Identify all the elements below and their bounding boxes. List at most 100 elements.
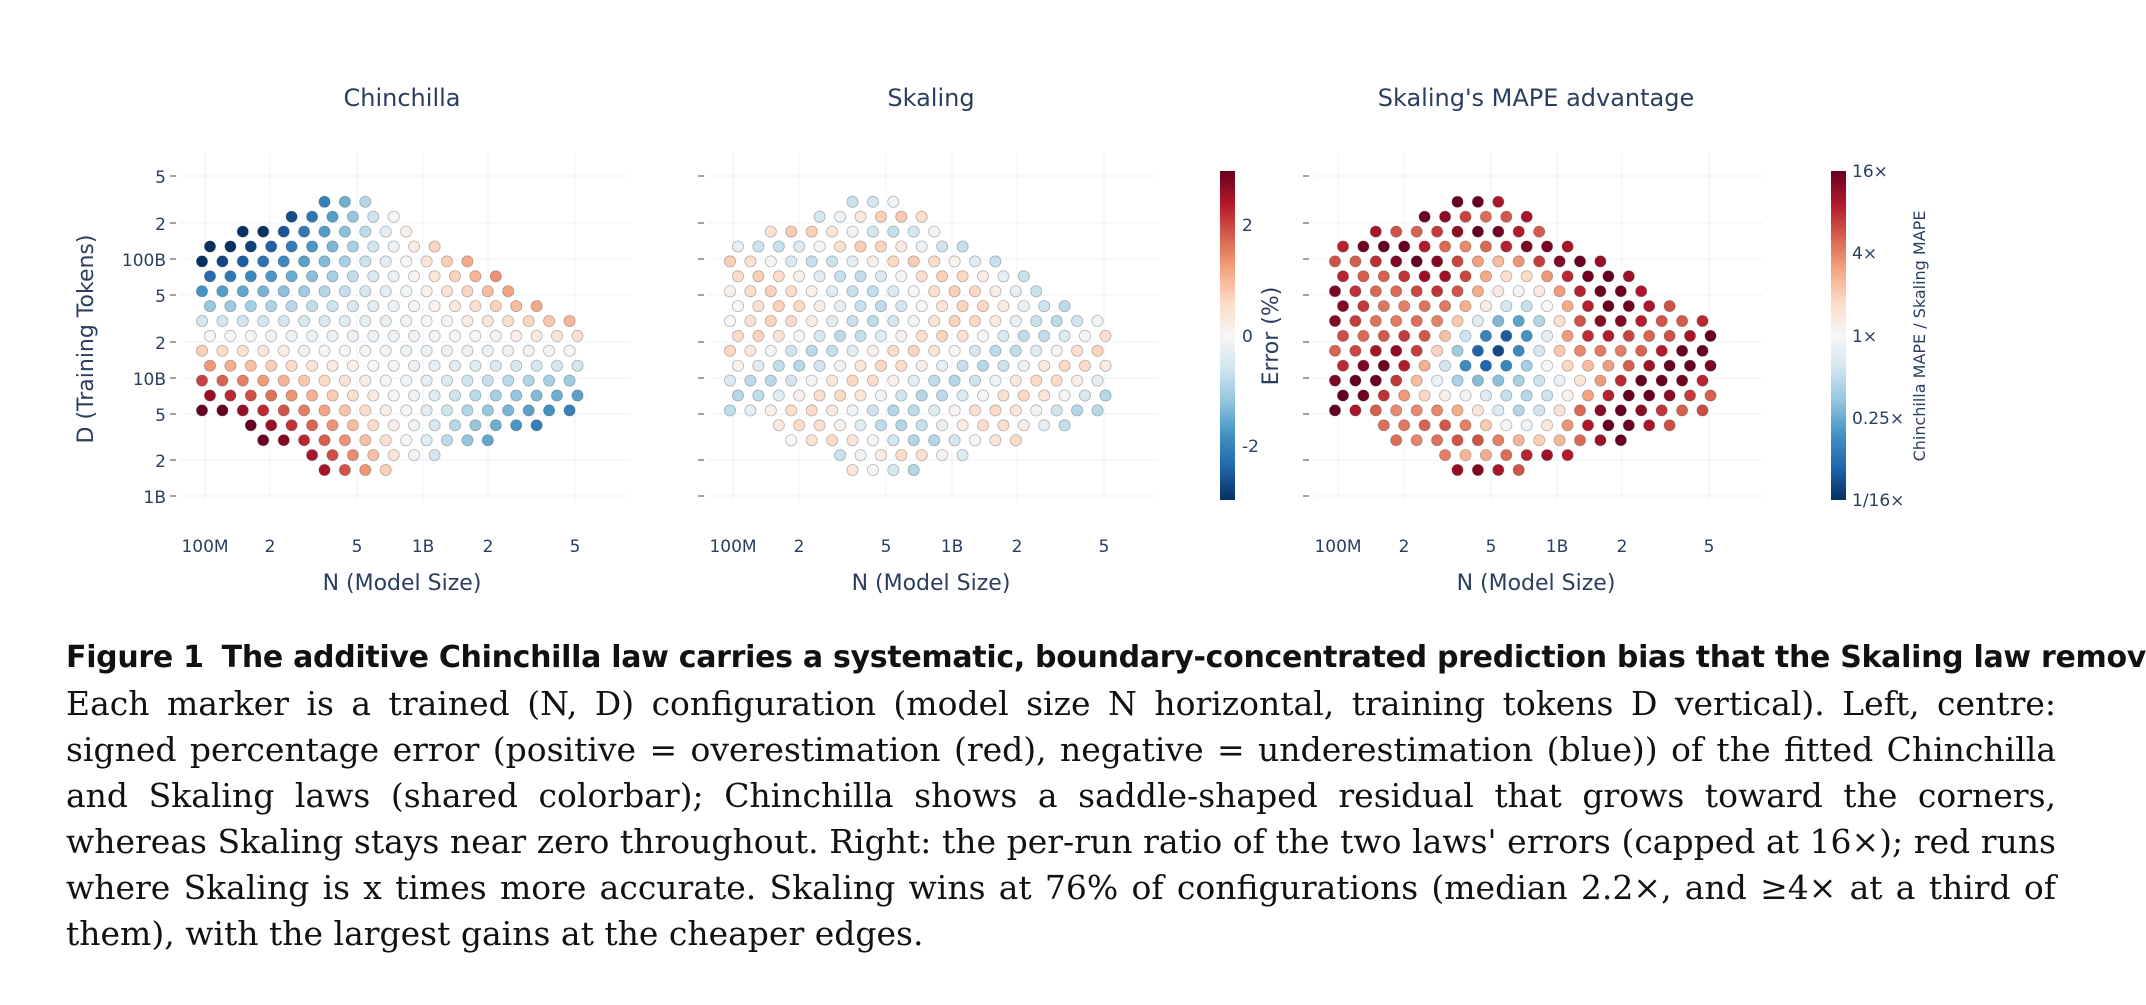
data-point	[1655, 314, 1668, 327]
data-point	[1574, 344, 1587, 357]
data-point	[1663, 389, 1676, 402]
data-point	[1500, 419, 1513, 432]
data-point	[1622, 419, 1635, 432]
data-point	[1541, 419, 1554, 432]
data-point	[936, 449, 949, 462]
data-point	[989, 314, 1002, 327]
data-point	[915, 389, 928, 402]
data-point	[1614, 314, 1627, 327]
data-point	[907, 404, 920, 417]
data-point	[1533, 285, 1546, 298]
data-point	[1479, 240, 1492, 253]
data-point	[895, 300, 908, 313]
data-point	[915, 359, 928, 372]
data-point	[1533, 404, 1546, 417]
data-point	[805, 285, 818, 298]
data-point	[915, 240, 928, 253]
data-point	[469, 300, 482, 313]
data-point	[1512, 255, 1525, 268]
panel-title-advantage: Skaling's MAPE advantage	[1378, 84, 1695, 112]
data-point	[928, 225, 941, 238]
data-point	[1696, 314, 1709, 327]
data-point	[793, 300, 806, 313]
data-point	[379, 434, 392, 447]
data-point	[1329, 374, 1342, 387]
data-point	[502, 285, 515, 298]
data-point	[1622, 359, 1635, 372]
data-point	[1050, 404, 1063, 417]
data-point	[489, 359, 502, 372]
data-point	[461, 374, 474, 387]
data-point	[489, 300, 502, 313]
data-point	[367, 389, 380, 402]
data-point	[989, 285, 1002, 298]
data-point	[306, 389, 319, 402]
data-point	[1058, 300, 1071, 313]
data-point	[1390, 285, 1403, 298]
data-point	[1071, 374, 1084, 387]
data-point	[866, 195, 879, 208]
data-point	[257, 374, 270, 387]
data-point	[1520, 389, 1533, 402]
data-point	[846, 463, 859, 476]
data-point	[785, 255, 798, 268]
data-point	[461, 285, 474, 298]
data-point	[522, 344, 535, 357]
data-point	[1582, 389, 1595, 402]
data-point	[277, 225, 290, 238]
data-point	[236, 225, 249, 238]
data-point	[977, 300, 990, 313]
data-point	[1009, 374, 1022, 387]
data-point	[854, 240, 867, 253]
data-point	[724, 255, 737, 268]
data-point	[346, 210, 359, 223]
data-point	[846, 255, 859, 268]
data-point	[400, 285, 413, 298]
data-point	[387, 240, 400, 253]
data-point	[1329, 314, 1342, 327]
data-point	[1553, 255, 1566, 268]
data-point	[1622, 389, 1635, 402]
data-point	[813, 389, 826, 402]
data-point	[563, 344, 576, 357]
data-point	[895, 449, 908, 462]
data-point	[936, 359, 949, 372]
data-point	[1418, 359, 1431, 372]
data-point	[915, 329, 928, 342]
data-point	[866, 285, 879, 298]
data-point	[387, 359, 400, 372]
data-point	[510, 359, 523, 372]
data-point	[236, 314, 249, 327]
data-point	[318, 374, 331, 387]
data-point	[1377, 419, 1390, 432]
data-point	[1704, 329, 1717, 342]
data-point	[1017, 329, 1030, 342]
data-point	[907, 344, 920, 357]
data-point	[428, 300, 441, 313]
data-point	[359, 374, 372, 387]
data-point	[1091, 344, 1104, 357]
data-point	[1369, 404, 1382, 417]
data-point	[306, 449, 319, 462]
data-point	[1377, 240, 1390, 253]
data-point	[1050, 314, 1063, 327]
data-point	[969, 374, 982, 387]
data-point	[326, 359, 339, 372]
data-point	[1594, 434, 1607, 447]
data-point	[277, 344, 290, 357]
data-point	[571, 389, 584, 402]
data-point	[1574, 434, 1587, 447]
data-point	[874, 389, 887, 402]
data-point	[244, 419, 257, 432]
data-point	[936, 389, 949, 402]
y-tick-labels: 5 2 100B 5 2 10B 5 2 1B	[122, 168, 166, 508]
data-point	[772, 270, 785, 283]
data-point	[997, 359, 1010, 372]
data-point	[285, 210, 298, 223]
data-point	[1520, 300, 1533, 313]
x-tick-label: 1B	[941, 537, 963, 557]
data-point	[1553, 374, 1566, 387]
data-point	[277, 314, 290, 327]
data-point	[1459, 389, 1472, 402]
data-point	[318, 314, 331, 327]
